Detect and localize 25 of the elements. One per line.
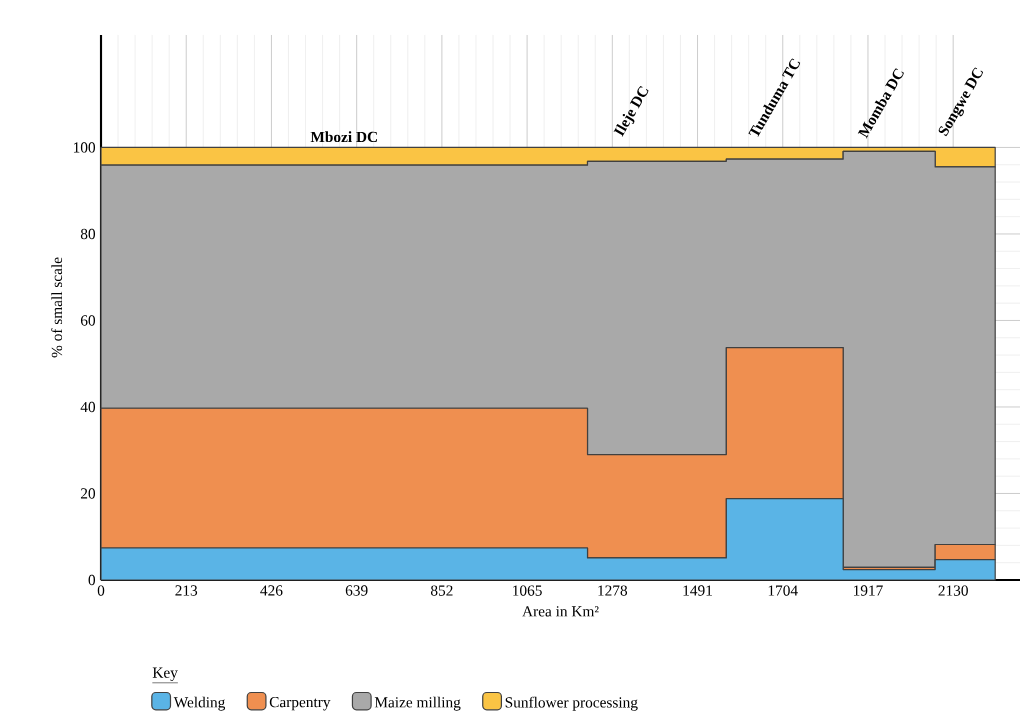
y-tick-label: 20 (80, 488, 96, 499)
y-axis-title: % of small scale (51, 257, 63, 358)
x-axis-title: Area in Km² (522, 606, 599, 617)
y-tick-label: 60 (80, 315, 96, 326)
x-tick-label: 426 (260, 585, 283, 596)
y-tick-label: 80 (80, 228, 96, 240)
annotation: Mbozi DC (310, 131, 377, 143)
x-tick-label: 0 (97, 585, 105, 596)
legend-label: Welding (173, 696, 226, 711)
x-tick-label: 1491 (683, 585, 712, 596)
x-tick-label: 852 (430, 585, 453, 596)
x-tick-label: 2130 (938, 585, 968, 596)
legend-label: Carpentry (269, 696, 331, 711)
legend-title: Key (152, 667, 178, 681)
y-tick-label: 100 (73, 142, 96, 153)
x-tick-label: 213 (175, 585, 198, 596)
legend-label: Sunflower processing (505, 696, 638, 711)
x-tick-label: 1917 (853, 585, 883, 596)
x-tick-label: 1278 (598, 585, 628, 596)
y-tick-label: 0 (88, 574, 96, 586)
legend-label: Maize milling (374, 696, 461, 711)
y-tick-label: 40 (80, 401, 96, 413)
x-tick-label: 1704 (768, 585, 798, 596)
x-tick-label: 639 (345, 585, 368, 596)
x-tick-label: 1065 (513, 585, 542, 596)
